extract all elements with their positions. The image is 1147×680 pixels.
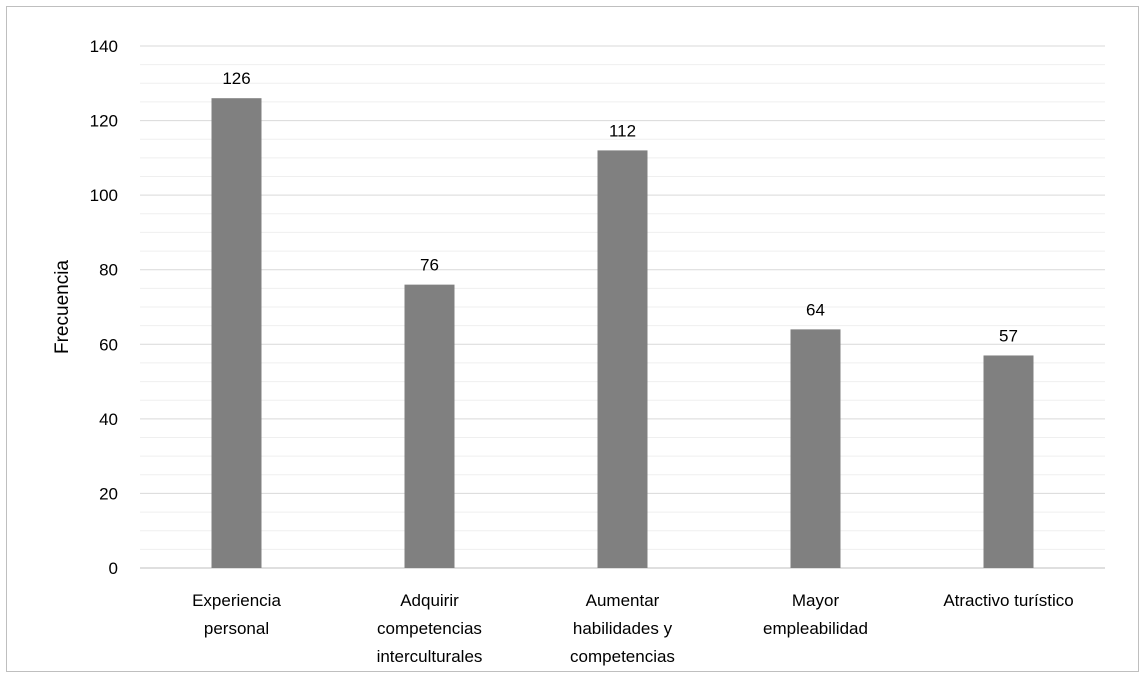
category-label: Atractivo turístico [943,591,1073,610]
y-tick-label: 140 [90,37,118,56]
category-label: Adquirir [400,591,459,610]
bar [790,329,841,568]
y-tick-label: 60 [99,335,118,354]
y-tick-label: 100 [90,186,118,205]
bar [983,355,1034,568]
bars [211,98,1034,568]
labels: 0 20 40 60 80 100 120 140 126 Experiencia personal… [90,37,1074,666]
category-label: competencias [570,647,675,666]
y-tick-label: 120 [90,112,118,131]
y-axis-title: Frecuencia [52,260,73,354]
y-tick-label: 0 [109,559,118,578]
category-label: Mayor [792,591,840,610]
data-label: 64 [806,300,825,319]
y-tick-label: 20 [99,484,118,503]
chart-frame [6,6,1139,672]
bar [211,98,262,568]
category-label: competencias [377,619,482,638]
category-label: empleabilidad [763,619,868,638]
data-label: 126 [222,69,250,88]
category-label: Aumentar [586,591,660,610]
category-label: Experiencia [192,591,281,610]
bar [597,150,648,568]
category-label: personal [204,619,269,638]
y-tick-label: 80 [99,261,118,280]
data-label: 57 [999,326,1018,345]
y-tick-label: 40 [99,410,118,429]
bar [404,284,455,568]
category-label: habilidades y [573,619,673,638]
data-label: 76 [420,256,439,275]
category-label: interculturales [377,647,483,666]
data-label: 112 [609,121,636,140]
